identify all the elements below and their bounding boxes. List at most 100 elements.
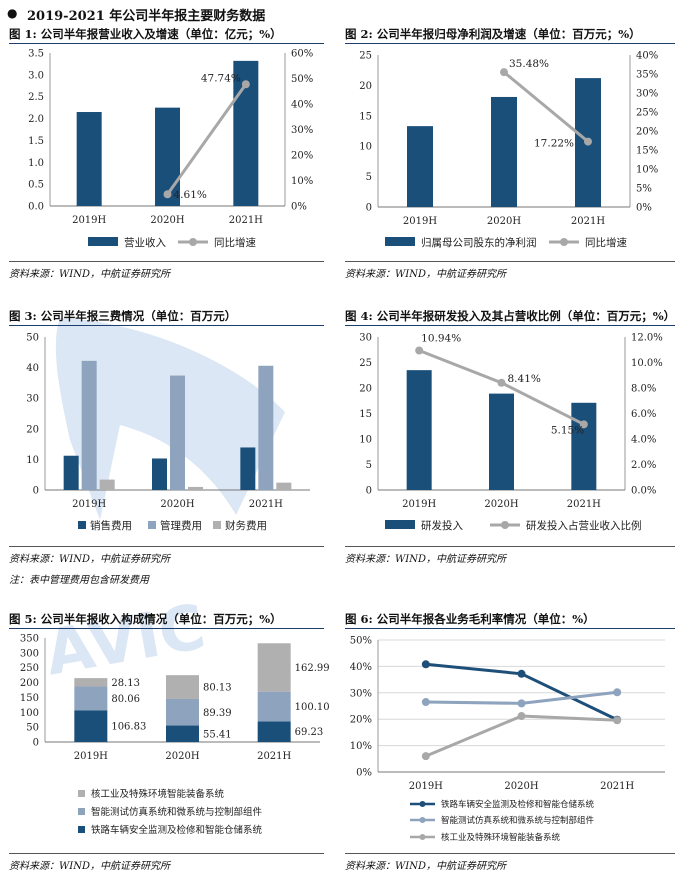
fig4-legend-line-label: 研发投入占营业收入比例 [526, 519, 642, 532]
fig3-legend-label: 管理费用 [160, 519, 202, 532]
fig5-legend-swatch [78, 790, 85, 797]
fig5-x-tick: 2020H [165, 751, 199, 762]
fig1-series-line [166, 83, 248, 196]
fig5-bar-segment [74, 686, 108, 711]
fig1-x-tick: 2020H [150, 215, 184, 226]
fig6-x-tick: 2019H [409, 781, 443, 792]
fig5-bar-segment [257, 721, 291, 742]
fig5-bar-segment [74, 678, 108, 687]
fig4-legend-bar-swatch [385, 520, 415, 529]
fig1-title-rule [9, 43, 324, 44]
fig1-y2-tick: 30% [291, 125, 313, 136]
fig1-legend-line-label: 同比增速 [214, 236, 256, 249]
fig2-y-tick: 20 [359, 81, 372, 92]
fig3-legend-label: 财务费用 [225, 519, 267, 532]
fig1-bar [155, 107, 180, 206]
fig6-line-point [421, 752, 430, 761]
fig4-source-rule [345, 546, 675, 547]
fig4-title: 图 4: 公司半年报研发投入及其占营收比例（单位：百万元；%） [345, 309, 676, 323]
fig5-bar-segment [166, 675, 199, 699]
fig3-source: 资料来源：WIND，中航证券研究所 [9, 554, 170, 565]
fig5-bar-segment [74, 710, 108, 742]
fig4-legend-bar-label: 研发投入 [421, 519, 463, 532]
fig3-bar [276, 482, 292, 490]
fig2-y2-tick: 40% [636, 51, 658, 62]
fig1-y2-tick: 0% [291, 202, 307, 213]
fig4-data-label: 5.15% [551, 424, 584, 436]
fig2-data-label: 35.48% [509, 58, 549, 70]
fig6-x-tick: 2021H [600, 781, 634, 792]
fig1-data-label: 47.74% [201, 72, 241, 84]
fig2-y2-tick: 5% [636, 184, 652, 195]
fig4-y-tick: 15 [359, 409, 372, 420]
fig5-chart: 0 50 100 150 200 250 300 350 2019H 2020H 2021H 106.… [20, 634, 330, 837]
fig6-y-tick: 30% [350, 688, 372, 699]
fig1-y-tick: 2.0 [28, 114, 44, 125]
fig5-data-label: 100.10 [295, 702, 330, 713]
fig1-y2-tick: 40% [291, 100, 313, 111]
fig1-y-tick: 2.5 [28, 92, 44, 103]
fig3-x-tick: 2021H [249, 499, 283, 510]
fig6-series-line [425, 714, 618, 758]
fig4-y2-tick: 6.0% [631, 409, 656, 420]
fig4-bar [489, 393, 514, 490]
fig2-y2-tick: 20% [636, 127, 658, 138]
fig3-y-tick: 0 [33, 486, 39, 497]
fig3-x-tick: 2020H [160, 499, 194, 510]
fig4-x-tick: 2019H [402, 499, 436, 510]
fig5-y-tick: 200 [20, 678, 39, 689]
fig6-line-point [517, 669, 526, 678]
section-bullet: ● [7, 6, 18, 20]
fig1-legend-line-marker [189, 238, 197, 246]
fig2-line-point [500, 68, 508, 77]
fig1-y2-tick: 50% [291, 74, 313, 85]
fig2-legend-line-label: 同比增速 [585, 236, 627, 249]
fig2-y-tick: 0 [366, 203, 372, 214]
fig6-line-point [421, 660, 430, 669]
fig6-y-tick: 0% [356, 768, 372, 779]
fig1-title: 图 1: 公司半年报营业收入及增速（单位：亿元；%） [9, 27, 282, 41]
fig1-y-tick: 0.5 [28, 180, 44, 191]
fig5-y-tick: 250 [20, 663, 39, 674]
fig5-legend-swatch [78, 826, 85, 833]
fig6-y-tick: 20% [350, 715, 372, 726]
fig6-y-tick: 50% [350, 636, 372, 647]
fig1-y2-tick: 20% [291, 151, 313, 162]
fig4-legend-line-marker [501, 521, 509, 529]
fig2-chart: 0 5 10 15 20 25 0% 5% 10% 15% 20% 25% 30% 35% 40% 2019H… [359, 51, 658, 250]
fig4-y-tick: 20 [359, 384, 372, 395]
fig6-legend-line-marker [419, 817, 426, 823]
fig1-source-rule [9, 261, 324, 262]
fig3-legend-swatch [213, 521, 221, 529]
fig6-legend-label: 核工业及特殊环境智能装备系统 [441, 832, 561, 843]
fig1-y-tick: 0.0 [28, 202, 44, 213]
fig3-y-tick: 10 [26, 455, 39, 466]
fig3-bar [170, 375, 185, 490]
fig2-line-point [584, 137, 592, 146]
fig6-line-point [517, 712, 526, 721]
fig4-bar [571, 402, 597, 490]
fig4-y2-tick: 8.0% [631, 384, 656, 395]
fig2-y2-tick: 25% [636, 108, 658, 119]
fig5-source-rule [9, 853, 324, 854]
fig5-y-tick: 150 [20, 693, 39, 704]
fig5-data-label: 55.41 [203, 729, 232, 740]
fig6-line-point [613, 716, 622, 725]
fig5-y-tick: 300 [20, 648, 39, 659]
fig1-bar [76, 112, 102, 206]
section-title: 2019-2021 年公司半年报主要财务数据 [27, 9, 266, 24]
fig1-legend-bar-swatch [88, 237, 118, 246]
fig2-y2-tick: 15% [636, 146, 658, 157]
fig2-y-tick: 15 [359, 111, 372, 122]
fig5-title: 图 5: 公司半年报收入构成情况（单位：百万元；%） [9, 612, 282, 626]
fig4-y-tick: 10 [359, 435, 372, 446]
fig3-x-tick: 2019H [72, 499, 106, 510]
fig1-source: 资料来源：WIND，中航证券研究所 [9, 269, 170, 280]
fig5-bar-segment [257, 691, 291, 722]
fig1-y-tick: 3.5 [28, 49, 44, 60]
fig6-line-point [517, 699, 526, 708]
fig4-y-tick: 25 [359, 358, 372, 369]
fig1-y-tick: 1.0 [28, 158, 44, 169]
fig3-bar [63, 455, 79, 490]
fig3-bar [188, 486, 203, 490]
